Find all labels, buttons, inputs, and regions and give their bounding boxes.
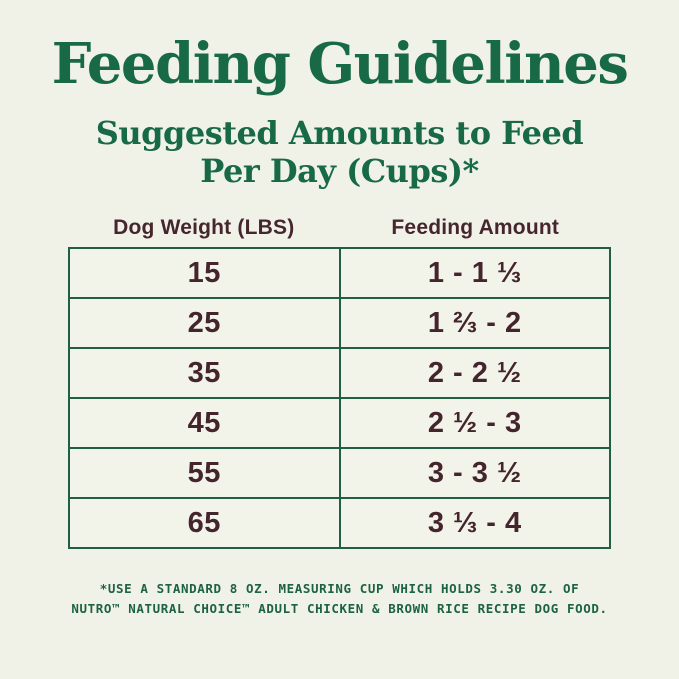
weight-cell: 55	[68, 447, 341, 500]
column-header-dog-weight: Dog Weight (LBS)	[113, 216, 295, 240]
subtitle-line-1: Suggested Amounts to Feed	[95, 113, 584, 152]
amount-cell: 2 - 2 ½	[338, 347, 611, 400]
amount-cell: 3 ⅓ - 4	[338, 497, 611, 550]
amount-cell: 3 - 3 ½	[338, 447, 611, 500]
footnote-line-2: NUTRO™ NATURAL CHOICE™ ADULT CHICKEN & B…	[71, 601, 608, 617]
table-row: 25 1 ⅔ - 2	[68, 297, 611, 350]
footnote-line-1: *USE A STANDARD 8 OZ. MEASURING CUP WHIC…	[99, 581, 580, 597]
table-row: 35 2 - 2 ½	[68, 347, 611, 400]
footnote: *USE A STANDARD 8 OZ. MEASURING CUP WHIC…	[0, 579, 679, 619]
table-column-headers: Dog Weight (LBS) Feeding Amount	[68, 216, 611, 240]
amount-cell: 2 ½ - 3	[338, 397, 611, 450]
amount-cell: 1 ⅔ - 2	[338, 297, 611, 350]
page-title: Feeding Guidelines	[51, 31, 629, 97]
weight-cell: 35	[68, 347, 341, 400]
column-header-feeding-amount: Feeding Amount	[391, 216, 560, 240]
weight-cell: 65	[68, 497, 341, 550]
page-subtitle: Suggested Amounts to Feed Per Day (Cups)…	[0, 114, 679, 191]
table-row: 55 3 - 3 ½	[68, 447, 611, 500]
table-row: 45 2 ½ - 3	[68, 397, 611, 450]
subtitle-line-2: Per Day (Cups)*	[200, 151, 479, 190]
table-row: 65 3 ⅓ - 4	[68, 497, 611, 550]
table-row: 15 1 - 1 ⅓	[68, 247, 611, 300]
amount-cell: 1 - 1 ⅓	[338, 247, 611, 300]
weight-cell: 15	[68, 247, 341, 300]
weight-cell: 25	[68, 297, 341, 350]
weight-cell: 45	[68, 397, 341, 450]
feeding-table: 15 1 - 1 ⅓ 25 1 ⅔ - 2 35 2 - 2 ½ 45 2 ½ …	[68, 247, 611, 550]
